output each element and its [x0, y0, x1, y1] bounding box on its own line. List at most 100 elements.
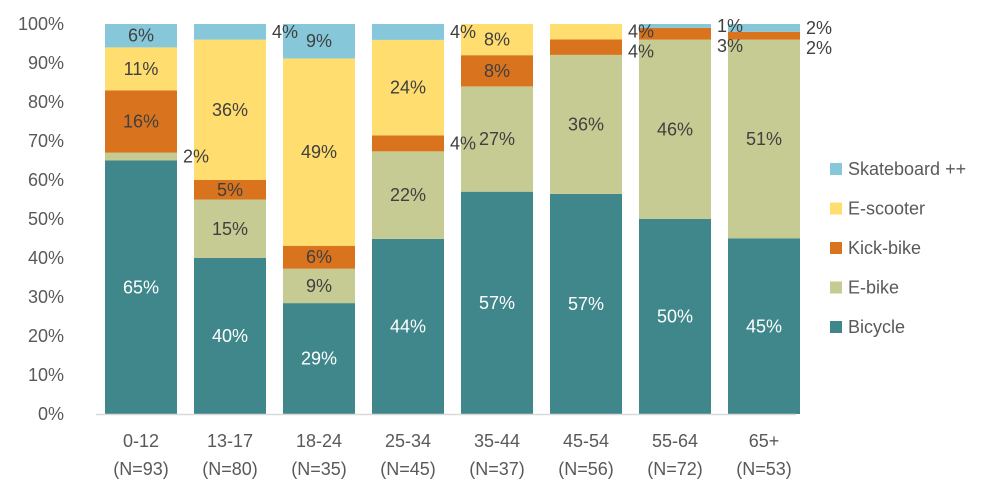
x-tick-sample-size: (N=35)	[291, 459, 347, 479]
data-label: 65%	[123, 277, 159, 297]
legend: Skateboard ++ E-scooter Kick-bike E-bike Bic…	[830, 159, 966, 337]
data-label-outside: 3%	[717, 36, 743, 56]
bar-group-0-12	[105, 24, 177, 414]
x-tick-label: 0-12	[123, 431, 159, 451]
x-tick-sample-size: (N=72)	[647, 459, 703, 479]
data-label: 45%	[746, 316, 782, 336]
bar-segment-skateboard-plusplus	[639, 24, 711, 28]
legend-item-skateboard-plusplus: Skateboard ++	[830, 159, 966, 179]
bar-segment-bicycle	[550, 193, 622, 414]
x-tick-sample-size: (N=56)	[558, 459, 614, 479]
bar-group-18-24	[283, 24, 355, 414]
y-tick-label: 70%	[28, 131, 64, 151]
bar-segment-skateboard-plusplus	[728, 24, 800, 32]
data-label: 44%	[390, 316, 426, 336]
x-tick-label: 55-64	[652, 431, 698, 451]
data-label-outside: 2%	[183, 147, 209, 167]
data-label-outside: 1%	[717, 16, 743, 36]
data-label: 24%	[390, 78, 426, 98]
bar-segment-kick-bike	[283, 245, 355, 269]
bar-segment-bicycle	[639, 219, 711, 414]
legend-swatch	[830, 202, 842, 215]
bar-segment-e-bike	[372, 151, 444, 239]
bar-segment-e-bike	[105, 152, 177, 161]
bar-group-45-54	[550, 24, 622, 414]
bar-segment-bicycle	[461, 191, 533, 414]
data-label-outside: 2%	[806, 18, 832, 38]
bar-segment-kick-bike	[194, 180, 266, 200]
data-labels: 65% 16% 11% 6% 2% 40% 15% 5% 36% 4% 29% 9% 6% 49% 9% 44…	[123, 16, 832, 369]
data-label: 50%	[657, 307, 693, 327]
legend-swatch	[830, 281, 842, 294]
bar-segment-skateboard-plusplus	[372, 24, 444, 40]
legend-label: E-bike	[848, 278, 899, 298]
y-tick-label: 10%	[28, 365, 64, 385]
data-label: 51%	[746, 129, 782, 149]
bar-group-35-44	[461, 24, 533, 414]
data-label: 29%	[301, 349, 337, 369]
bar-group-13-17	[194, 24, 266, 414]
bar-group-25-34	[372, 24, 444, 414]
bar-segment-bicycle	[194, 258, 266, 414]
x-tick-label: 45-54	[563, 431, 609, 451]
bar-segment-e-bike	[728, 39, 800, 239]
bar-segment-kick-bike	[639, 27, 711, 40]
x-tick-sample-size: (N=45)	[380, 459, 436, 479]
bar-group-55-64	[639, 24, 711, 414]
y-tick-label: 80%	[28, 92, 64, 112]
data-label: 8%	[484, 30, 510, 50]
data-label: 40%	[212, 326, 248, 346]
bar-segment-skateboard-plusplus	[194, 24, 266, 40]
legend-swatch	[830, 163, 842, 175]
bar-segment-kick-bike	[105, 90, 177, 153]
y-tick-label: 90%	[28, 53, 64, 73]
bar-segment-e-scooter	[461, 24, 533, 56]
data-label: 36%	[212, 100, 248, 120]
bar-segment-kick-bike	[461, 55, 533, 87]
y-tick-label: 30%	[28, 287, 64, 307]
bar-segment-e-bike	[639, 39, 711, 219]
data-label: 9%	[306, 31, 332, 51]
data-label: 49%	[301, 142, 337, 162]
legend-label: E-scooter	[848, 199, 925, 219]
bar-segment-e-bike	[283, 268, 355, 304]
data-label-outside: 4%	[450, 22, 476, 42]
x-tick-sample-size: (N=53)	[736, 459, 792, 479]
data-label-outside: 4%	[450, 133, 476, 153]
y-tick-label: 100%	[18, 14, 64, 34]
data-label: 57%	[479, 293, 515, 313]
bar-segment-e-bike	[461, 86, 533, 192]
bar-segment-bicycle	[105, 160, 177, 414]
bar-segment-skateboard-plusplus	[105, 24, 177, 48]
bar-segment-bicycle	[728, 238, 800, 414]
data-label: 16%	[123, 112, 159, 132]
x-tick-label: 25-34	[385, 431, 431, 451]
y-tick-label: 20%	[28, 326, 64, 346]
legend-swatch	[830, 321, 842, 333]
data-label: 6%	[128, 26, 154, 46]
data-label: 36%	[568, 114, 604, 134]
bar-segment-e-bike	[550, 54, 622, 194]
data-label: 22%	[390, 185, 426, 205]
data-label-outside: 2%	[806, 38, 832, 58]
y-tick-label: 50%	[28, 209, 64, 229]
bar-segment-e-scooter	[194, 39, 266, 180]
bar-segment-kick-bike	[372, 135, 444, 152]
x-tick-sample-size: (N=37)	[469, 459, 525, 479]
legend-label: Skateboard ++	[848, 159, 966, 179]
data-label: 11%	[124, 59, 159, 79]
x-tick-label: 35-44	[474, 431, 520, 451]
data-label: 27%	[479, 129, 515, 149]
data-label: 8%	[484, 61, 510, 81]
x-tick-sample-size: (N=93)	[113, 459, 169, 479]
y-tick-label: 40%	[28, 248, 64, 268]
x-axis: 0-12 (N=93) 13-17 (N=80) 18-24 (N=35) 25-34 (N=…	[96, 413, 796, 479]
legend-item-e-scooter: E-scooter	[830, 199, 925, 219]
legend-item-kick-bike: Kick-bike	[830, 238, 921, 258]
bar-segment-e-scooter	[283, 58, 355, 246]
data-label: 9%	[306, 276, 332, 296]
bar-segment-e-scooter	[372, 39, 444, 136]
bar-segment-bicycle	[372, 238, 444, 414]
